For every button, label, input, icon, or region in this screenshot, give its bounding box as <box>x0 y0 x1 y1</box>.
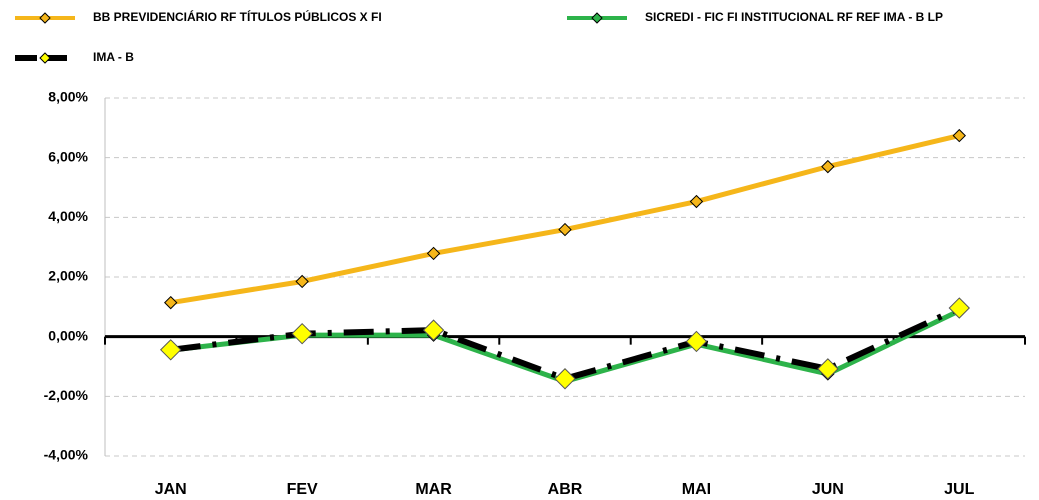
legend-marker <box>39 12 51 24</box>
x-tick-label: JAN <box>155 481 187 498</box>
marker <box>164 295 178 310</box>
marker <box>426 246 441 261</box>
marker <box>948 297 970 319</box>
y-tick-label: -4,00% <box>44 447 89 463</box>
y-tick-label: 6,00% <box>48 148 88 164</box>
marker <box>160 339 182 361</box>
marker <box>952 128 966 143</box>
marker <box>554 368 576 390</box>
x-tick-label: MAI <box>682 481 711 498</box>
x-tick-label: ABR <box>548 481 583 498</box>
y-tick-label: 4,00% <box>48 208 88 224</box>
legend-marker <box>591 12 603 24</box>
marker <box>422 319 445 341</box>
legend-label: IMA - B <box>93 50 134 64</box>
marker <box>295 274 309 289</box>
marker <box>689 194 704 209</box>
y-tick-label: 2,00% <box>48 268 88 284</box>
legend-marker <box>39 52 51 64</box>
y-tick-label: 0,00% <box>48 327 88 343</box>
x-tick-label: JUL <box>944 481 974 498</box>
x-tick-label: FEV <box>287 481 318 498</box>
x-tick-label: MAR <box>415 481 452 498</box>
marker <box>685 330 708 353</box>
marker <box>821 159 835 174</box>
series-line <box>170 133 960 306</box>
marker <box>291 322 313 345</box>
y-tick-label: -2,00% <box>44 387 89 403</box>
marker <box>817 358 839 380</box>
x-tick-label: JUN <box>812 481 844 498</box>
y-tick-label: 8,00% <box>48 89 88 105</box>
legend-label: SICREDI - FIC FI INSTITUCIONAL RF REF IM… <box>645 10 943 24</box>
marker <box>558 222 572 237</box>
legend-label: BB PREVIDENCIÁRIO RF TÍTULOS PÚBLICOS X … <box>93 9 382 24</box>
